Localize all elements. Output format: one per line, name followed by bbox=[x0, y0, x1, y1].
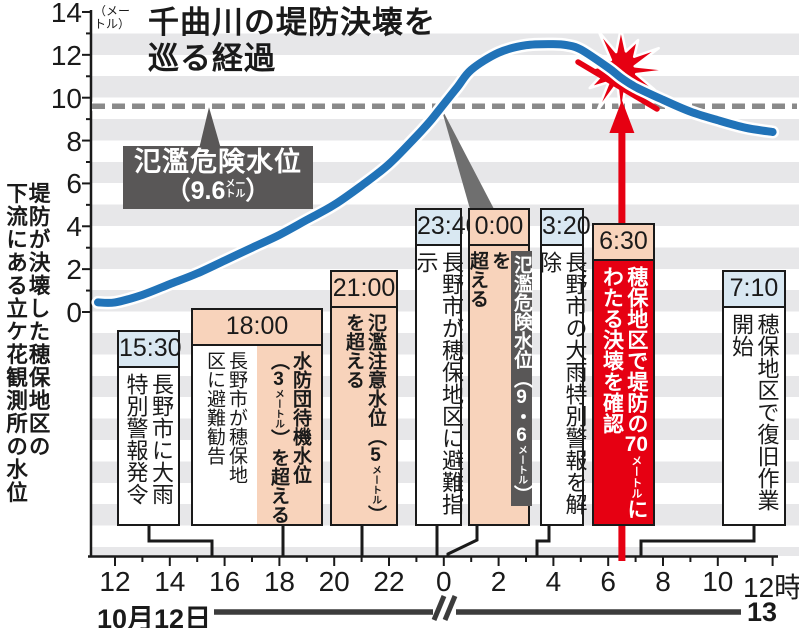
event-box-1800: 18:00 長野市が穂保地 区に避難勧告 水防団待機水位 （3メートル）を超える bbox=[191, 308, 323, 526]
danger-water-level-label: 氾濫危険水位 （9.6 メー トル） bbox=[123, 146, 313, 209]
event-time-2340: 23:40 bbox=[417, 210, 480, 246]
event-box-0630-breach: 6:30 穂保地区で堤防の70メートルに わたる決壊を確認 bbox=[592, 223, 655, 526]
event-threshold-column: 水防団待機水位 （3メートル）を超える bbox=[257, 346, 321, 524]
y-tick-label: 2 bbox=[66, 254, 82, 286]
y-tick-label: 6 bbox=[66, 168, 82, 200]
event-text-0710: 穂保地区で復旧作業 開始 bbox=[729, 313, 780, 511]
event-highlight-0000: 氾濫危険水位（9・6メートル） bbox=[511, 251, 533, 506]
event-box-0000: 0:00 氾濫危険水位（9・6メートル）を 超える bbox=[466, 208, 533, 526]
x-tick-label: 8 bbox=[655, 566, 671, 597]
event-action-column: 長野市が穂保地 区に避難勧告 bbox=[193, 346, 257, 524]
event-text-2340: 長野市が穂保地区に避難指示 bbox=[413, 251, 465, 515]
danger-level-value: （9.6 メー トル） bbox=[165, 177, 271, 205]
date-label-oct13: 13日 bbox=[747, 597, 778, 627]
x-tick-label: 16 bbox=[209, 566, 241, 597]
y-axis-caption: 堤防が決壊した穂保地区の 下流にある立ケ花観測所の水位 bbox=[3, 182, 51, 534]
event-box-0710: 7:10 穂保地区で復旧作業 開始 bbox=[722, 270, 786, 526]
date-label-oct12: 10月12日 bbox=[97, 604, 212, 628]
x-tick-label: 22 bbox=[373, 566, 405, 597]
y-tick-label: 8 bbox=[66, 125, 82, 157]
chart-title-line2: 巡る経過 bbox=[148, 41, 276, 76]
event-action-text-1800: 長野市が穂保地 区に避難勧告 bbox=[204, 351, 248, 484]
event-time-0000: 0:00 bbox=[470, 210, 528, 246]
event-time-0630: 6:30 bbox=[594, 225, 653, 261]
y-axis-caption-line2: 下流にある立ケ花観測所の水位 bbox=[3, 182, 28, 504]
x-tick-label: 12 bbox=[99, 566, 131, 597]
y-tick-label: 0 bbox=[66, 297, 82, 328]
y-tick-label: 12 bbox=[50, 39, 82, 71]
event-text-0630: 穂保地区で堤防の70メートルに わたる決壊を確認 bbox=[600, 266, 648, 520]
event-time-0320: 3:20 bbox=[542, 210, 591, 246]
event-box-2100: 21:00 氾濫注意水位（5メートル） を超える bbox=[330, 270, 398, 526]
x-tick-label: 2 bbox=[490, 566, 507, 597]
x-tick-label: 4 bbox=[545, 566, 562, 597]
chart-title: 千曲川の堤防決壊を 巡る経過 bbox=[148, 5, 436, 77]
x-tick-label: 14 bbox=[154, 566, 186, 597]
chart-title-line1: 千曲川の堤防決壊を bbox=[148, 5, 436, 40]
x-tick-label: 6 bbox=[600, 566, 616, 597]
x-tick-label: 18 bbox=[263, 566, 295, 597]
x-tick-label: 0 bbox=[436, 566, 452, 597]
event-time-0710: 7:10 bbox=[724, 272, 784, 308]
event-time-1530: 15:30 bbox=[119, 332, 182, 368]
event-time-2100: 21:00 bbox=[332, 272, 396, 308]
event-text-0000: 氾濫危険水位（9・6メートル）を 超える bbox=[466, 251, 533, 524]
event-box-2340: 23:40 長野市が穂保地区に避難指示 bbox=[413, 208, 480, 526]
event-threshold-text-1800: 水防団待機水位 （3メートル）を超える bbox=[268, 351, 312, 524]
danger-level-name: 氾濫危険水位 bbox=[134, 147, 302, 177]
event-text-1530: 長野市に大雨 特別警報発令 bbox=[123, 373, 175, 505]
event-box-1530: 15:30 長野市に大雨 特別警報発令 bbox=[117, 330, 182, 526]
y-tick-label: 10 bbox=[50, 82, 82, 114]
x-tick-label: 12時 bbox=[743, 572, 799, 603]
x-tick-label: 10 bbox=[702, 566, 734, 597]
y-axis-unit-label: （メートル） bbox=[94, 4, 131, 31]
event-text-2100: 氾濫注意水位（5メートル） を超える bbox=[343, 313, 387, 524]
y-tick-label: 14 bbox=[50, 0, 82, 28]
x-tick-label: 20 bbox=[318, 566, 350, 597]
event-text-0320: 長野市の大雨特別警報を解除 bbox=[537, 251, 588, 515]
event-time-1800: 18:00 bbox=[193, 310, 321, 346]
event-rest-0000: を超える bbox=[466, 251, 511, 308]
y-tick-label: 4 bbox=[66, 211, 82, 243]
y-axis-caption-line1: 堤防が決壊した穂保地区の bbox=[26, 182, 51, 458]
event-box-0320: 3:20 長野市の大雨特別警報を解除 bbox=[537, 208, 591, 526]
